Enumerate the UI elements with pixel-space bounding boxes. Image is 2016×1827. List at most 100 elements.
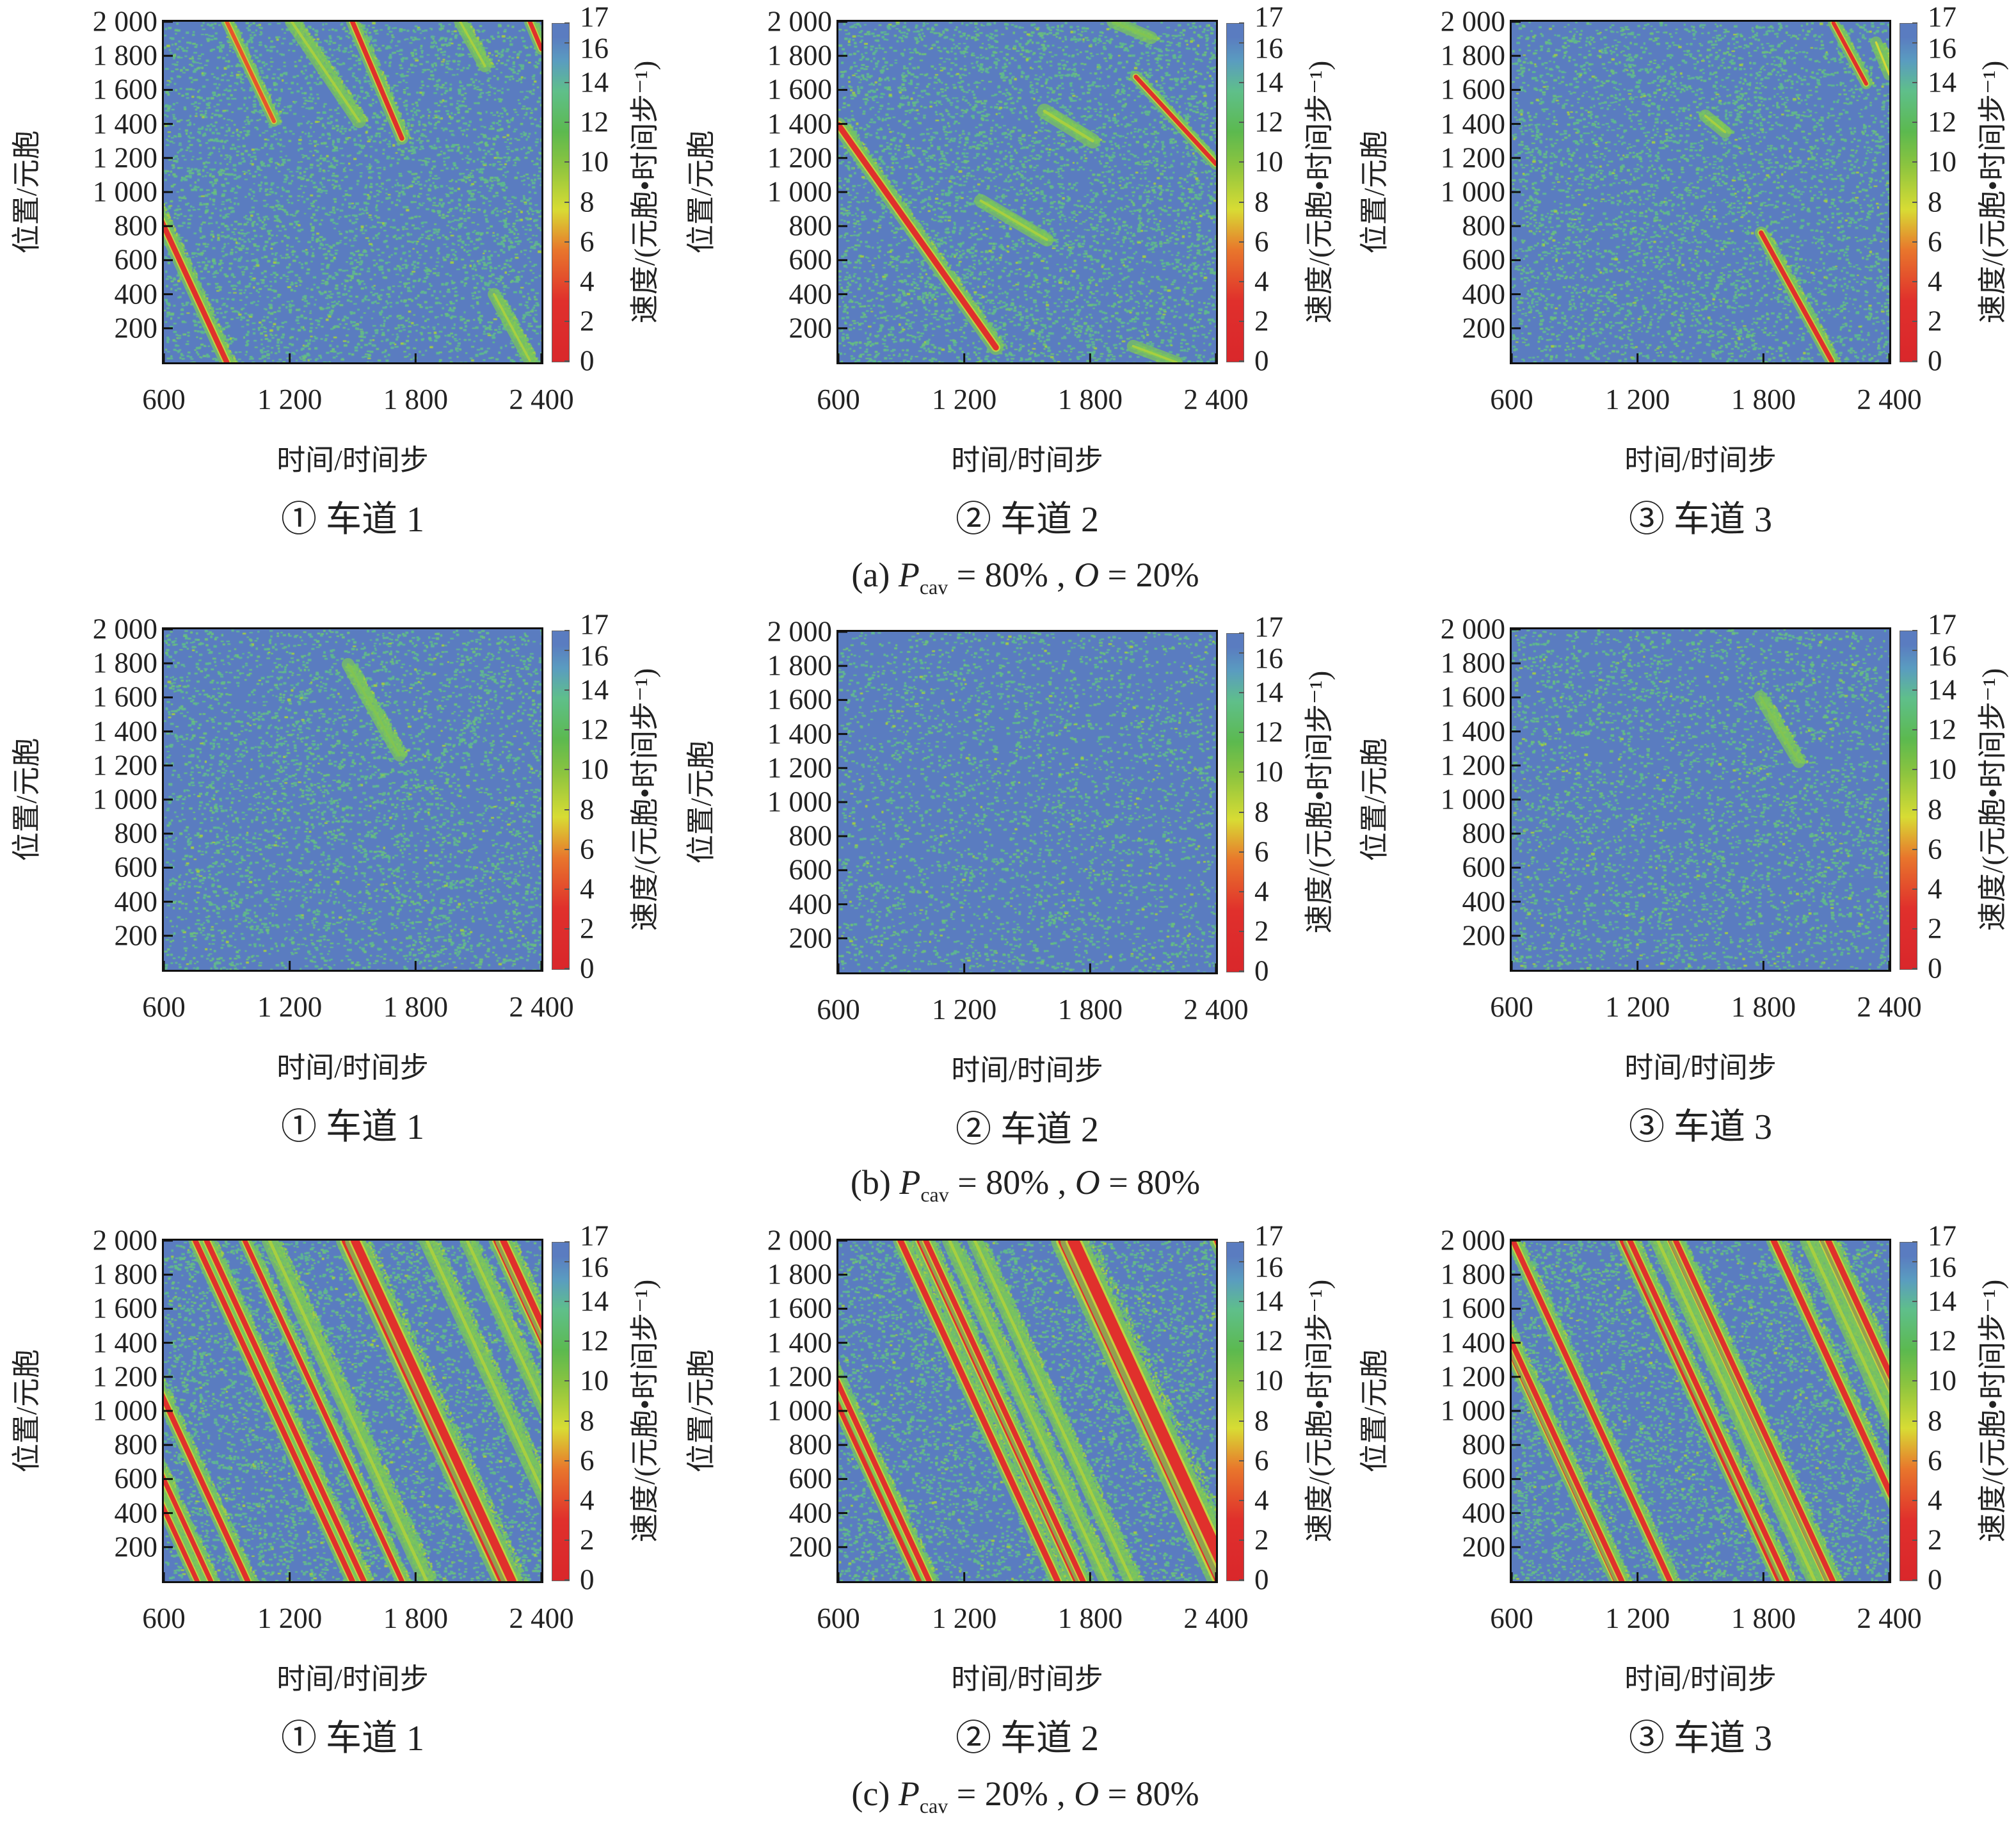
y-tick-label: 200	[788, 922, 833, 954]
colorbar	[552, 631, 570, 970]
p-symbol: P	[898, 556, 920, 594]
colorbar-tick-mark	[1912, 809, 1917, 810]
jam-wave	[1759, 230, 1834, 362]
colorbar-tick-mark	[564, 848, 570, 850]
y-axis-label: 位置/元胞	[1358, 737, 1391, 862]
x-tick-label: 1 200	[932, 1602, 997, 1634]
colorbar-tick-mark	[1912, 1460, 1917, 1461]
colorbar-tick-label: 2	[1928, 1524, 1942, 1556]
y-tick-label: 800	[1462, 1428, 1506, 1461]
y-tick-label: 1 600	[767, 683, 832, 716]
y-tick-label: 1 400	[92, 715, 157, 748]
colorbar-tick-label: 17	[1254, 1219, 1283, 1252]
x-tick-label: 2 400	[1857, 383, 1922, 415]
colorbar-tick-label: 14	[1928, 673, 1956, 706]
y-tick-label: 600	[788, 1462, 833, 1495]
y-tick-label: 1 400	[1440, 715, 1505, 748]
x-tick-label: 600	[142, 991, 186, 1023]
colorbar-tick-mark	[1912, 1420, 1917, 1422]
colorbar-tick-mark	[1912, 630, 1917, 631]
colorbar-tick-mark	[564, 968, 570, 969]
jam-wave	[204, 1241, 367, 1581]
o-value: = 20%	[1107, 556, 1199, 594]
y-tick-label: 1 400	[92, 1326, 157, 1359]
colorbar-tick-label: 17	[580, 1219, 609, 1252]
jam-wave	[1704, 115, 1727, 133]
x-tick-label: 1 200	[1605, 991, 1670, 1023]
y-tick-label: 1 200	[92, 749, 157, 782]
y-tick-label: 1 400	[767, 718, 832, 750]
colorbar-label: 速度/(元胞•时间步⁻¹)	[1303, 670, 1336, 934]
colorbar-tick-label: 0	[1928, 344, 1942, 377]
colorbar-tick-mark	[564, 1340, 570, 1342]
x-tick-label: 1 800	[383, 1602, 448, 1634]
jam-wave	[465, 1241, 541, 1405]
y-tick-label: 600	[1462, 1462, 1506, 1495]
colorbar-tick-label: 6	[1254, 1444, 1269, 1477]
y-tick-label: 1 600	[1440, 680, 1505, 713]
colorbar-tick-label: 4	[580, 873, 595, 905]
jam-wave	[838, 122, 999, 351]
y-tick-label: 1 400	[1440, 1326, 1505, 1359]
heatmap-overlay	[163, 1239, 543, 1581]
colorbar-tick-label: 10	[580, 145, 609, 178]
plot-frame	[836, 630, 1218, 974]
x-tick-label: 1 800	[1731, 991, 1796, 1023]
jam-wave	[164, 220, 230, 362]
y-tick-label: 2 000	[767, 1224, 832, 1257]
y-tick-label: 1 200	[767, 1360, 832, 1393]
colorbar-tick-label: 2	[1254, 915, 1269, 947]
colorbar-tick-mark	[564, 201, 570, 203]
jam-wave	[493, 293, 531, 362]
plot-frame	[1510, 1239, 1891, 1583]
colorbar-tick-mark	[564, 82, 570, 84]
y-tick-label: 600	[788, 243, 833, 276]
heatmap-overlay	[837, 20, 1217, 362]
x-tick-label: 2 400	[1183, 383, 1249, 415]
colorbar-tick-mark	[1239, 1420, 1244, 1422]
jam-wave	[973, 1241, 1133, 1581]
colorbar-tick-label: 10	[1928, 1364, 1956, 1397]
x-tick-label: 2 400	[1857, 1602, 1922, 1634]
subfigure-caption: (a) Pcav = 80% , O = 20%	[851, 555, 1199, 599]
colorbar-tick-label: 16	[1928, 1251, 1956, 1284]
colorbar	[1900, 1242, 1917, 1581]
colorbar-tick-mark	[1912, 729, 1917, 731]
colorbar-tick-mark	[564, 729, 570, 731]
colorbar-tick-mark	[1239, 652, 1244, 654]
p-subscript: cav	[920, 1182, 949, 1206]
colorbar-tick-mark	[1239, 771, 1244, 773]
colorbar-tick-label: 10	[1928, 145, 1956, 178]
x-tick-label: 600	[817, 994, 860, 1026]
colorbar-tick-label: 0	[580, 952, 595, 985]
colorbar-tick-mark	[1912, 888, 1917, 890]
x-tick-label: 600	[142, 383, 186, 415]
colorbar-tick-label: 8	[580, 793, 595, 826]
jam-waves	[164, 1241, 541, 1581]
colorbar-tick-label: 8	[1928, 186, 1942, 218]
plot-frame	[162, 627, 543, 972]
jam-waves	[1754, 690, 1805, 768]
colorbar-tick-mark	[1912, 968, 1917, 969]
jam-wave	[1512, 1336, 1625, 1581]
spacetime-heatmap	[1510, 627, 1891, 972]
colorbar-tick-mark	[1912, 1579, 1917, 1581]
colorbar-tick-mark	[1912, 769, 1917, 771]
colorbar-tick-label: 8	[1928, 1404, 1942, 1437]
colorbar-tick-label: 17	[580, 1, 609, 33]
colorbar-tick-label: 16	[1254, 32, 1283, 65]
colorbar-tick-label: 2	[1254, 1524, 1269, 1556]
jam-wave	[1068, 1241, 1216, 1564]
colorbar-tick-mark	[564, 1261, 570, 1263]
colorbar	[552, 23, 570, 362]
x-axis-label: 时间/时间步	[1624, 1052, 1777, 1084]
jam-wave	[838, 1378, 932, 1581]
y-tick-label: 400	[114, 1497, 158, 1529]
colorbar-tick-label: 6	[580, 1444, 595, 1477]
y-tick-label: 1 400	[767, 108, 832, 140]
colorbar-tick-label: 6	[1254, 835, 1269, 868]
y-tick-label: 1 800	[92, 1258, 157, 1291]
x-axis-label: 时间/时间步	[276, 1663, 429, 1695]
o-symbol: O	[1074, 556, 1100, 594]
colorbar-tick-mark	[1239, 811, 1244, 813]
